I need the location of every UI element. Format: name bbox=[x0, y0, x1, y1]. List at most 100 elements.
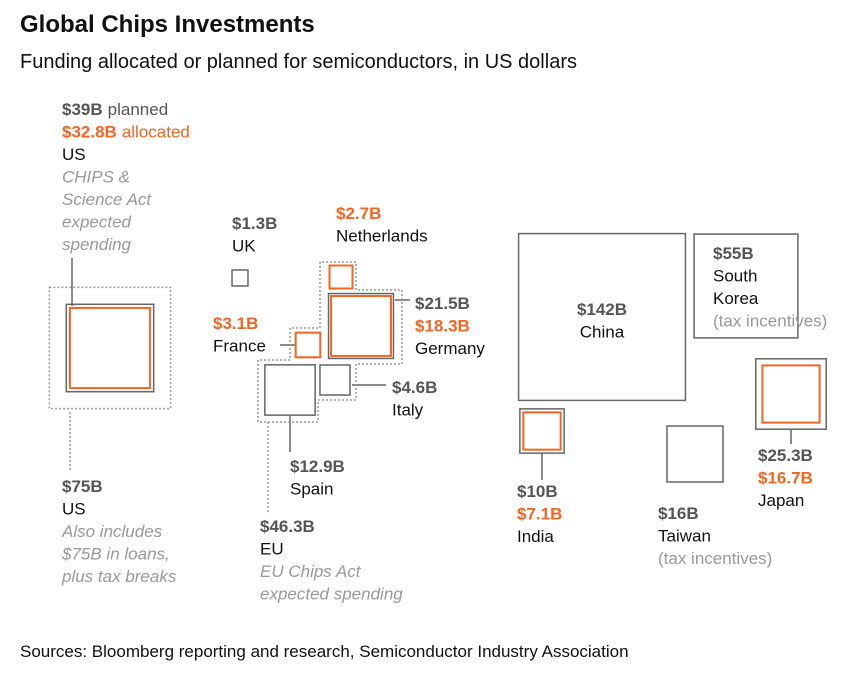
label-part: Science Act bbox=[62, 190, 152, 209]
label-part: $18.3B bbox=[415, 317, 470, 336]
label-part: Japan bbox=[758, 491, 804, 510]
square bbox=[693, 233, 799, 339]
label: Japan bbox=[758, 491, 804, 510]
label-part: $7.1B bbox=[517, 505, 562, 524]
label: EU Chips Act bbox=[260, 562, 362, 581]
label: Germany bbox=[415, 339, 485, 358]
label-part: (tax incentives) bbox=[658, 549, 772, 568]
square bbox=[319, 364, 351, 396]
label-part: $4.6B bbox=[392, 378, 437, 397]
label: $1.3B bbox=[232, 214, 277, 233]
label: $142B bbox=[577, 300, 627, 319]
label-part: $12.9B bbox=[290, 457, 345, 476]
label: $25.3B bbox=[758, 446, 813, 465]
label-part: US bbox=[62, 145, 86, 164]
label: $7.1B bbox=[517, 505, 562, 524]
label: $75B bbox=[62, 477, 103, 496]
square bbox=[65, 303, 155, 393]
square bbox=[328, 264, 354, 290]
label-part: Korea bbox=[713, 289, 759, 308]
square bbox=[231, 269, 249, 287]
label-part: Also includes bbox=[61, 522, 163, 541]
label: US bbox=[62, 500, 86, 519]
eu-outline bbox=[257, 261, 403, 423]
label-part: EU Chips Act bbox=[260, 562, 362, 581]
label-part: expected spending bbox=[260, 585, 403, 604]
label-part: Taiwan bbox=[658, 527, 711, 546]
label-part: $25.3B bbox=[758, 446, 813, 465]
label-part: $75B bbox=[62, 477, 103, 496]
label: UK bbox=[232, 237, 256, 256]
label-part: India bbox=[517, 527, 554, 546]
label-part: allocated bbox=[122, 123, 190, 142]
square bbox=[755, 358, 827, 430]
square bbox=[522, 411, 562, 451]
label-part: plus tax breaks bbox=[61, 567, 177, 586]
label-part: $1.3B bbox=[232, 214, 277, 233]
label: $10B bbox=[517, 482, 558, 501]
label: spending bbox=[62, 235, 132, 254]
label-part: $142B bbox=[577, 300, 627, 319]
label-part: US bbox=[62, 500, 86, 519]
square bbox=[666, 425, 724, 483]
label: India bbox=[517, 527, 554, 546]
label: $46.3B bbox=[260, 517, 315, 536]
label: $21.5B bbox=[415, 294, 470, 313]
label-part: (tax incentives) bbox=[713, 312, 827, 331]
label-part: $46.3B bbox=[260, 517, 315, 536]
label: Science Act bbox=[62, 190, 152, 209]
label-part: $55B bbox=[713, 244, 754, 263]
label: $4.6B bbox=[392, 378, 437, 397]
label-part: EU bbox=[260, 540, 284, 559]
label: Spain bbox=[290, 480, 333, 499]
square bbox=[48, 286, 172, 410]
label-part: $21.5B bbox=[415, 294, 470, 313]
label: Korea bbox=[713, 289, 759, 308]
label-part: $39B bbox=[62, 100, 103, 119]
label: Taiwan bbox=[658, 527, 711, 546]
label: Italy bbox=[392, 401, 424, 420]
label: $18.3B bbox=[415, 317, 470, 336]
label: $75B in loans, bbox=[61, 545, 170, 564]
label: $2.7B bbox=[336, 204, 381, 223]
label: expected spending bbox=[260, 585, 403, 604]
label: $3.1B bbox=[213, 314, 258, 333]
source: Sources: Bloomberg reporting and researc… bbox=[20, 642, 629, 661]
label: (tax incentives) bbox=[713, 312, 827, 331]
label-part: UK bbox=[232, 237, 256, 256]
label-part: South bbox=[713, 267, 757, 286]
label: EU bbox=[260, 540, 284, 559]
label-part: $75B in loans, bbox=[61, 545, 170, 564]
label-part: $10B bbox=[517, 482, 558, 501]
label: expected bbox=[62, 213, 132, 232]
label: China bbox=[580, 323, 625, 342]
square bbox=[68, 306, 152, 390]
label-part: $3.1B bbox=[213, 314, 258, 333]
label: $16B bbox=[658, 504, 699, 523]
label: France bbox=[213, 337, 266, 356]
square bbox=[294, 331, 322, 359]
label: (tax incentives) bbox=[658, 549, 772, 568]
square bbox=[761, 364, 821, 424]
label-part: Germany bbox=[415, 339, 485, 358]
square bbox=[330, 295, 392, 357]
label: Netherlands bbox=[336, 227, 428, 246]
label-part: France bbox=[213, 337, 266, 356]
chart-title: Global Chips Investments bbox=[20, 11, 315, 38]
label-part: expected bbox=[62, 213, 132, 232]
square bbox=[519, 408, 565, 454]
label-part: planned bbox=[108, 100, 169, 119]
square bbox=[517, 232, 687, 402]
label-part: $2.7B bbox=[336, 204, 381, 223]
label-part: CHIPS & bbox=[62, 168, 130, 187]
label: plus tax breaks bbox=[61, 567, 177, 586]
label-part: Italy bbox=[392, 401, 424, 420]
label-part: $16.7B bbox=[758, 469, 813, 488]
square bbox=[264, 364, 316, 416]
label: South bbox=[713, 267, 757, 286]
label: CHIPS & bbox=[62, 168, 130, 187]
label-part: China bbox=[580, 323, 625, 342]
label: $32.8B allocated bbox=[62, 123, 190, 142]
label-part: $32.8B bbox=[62, 123, 117, 142]
